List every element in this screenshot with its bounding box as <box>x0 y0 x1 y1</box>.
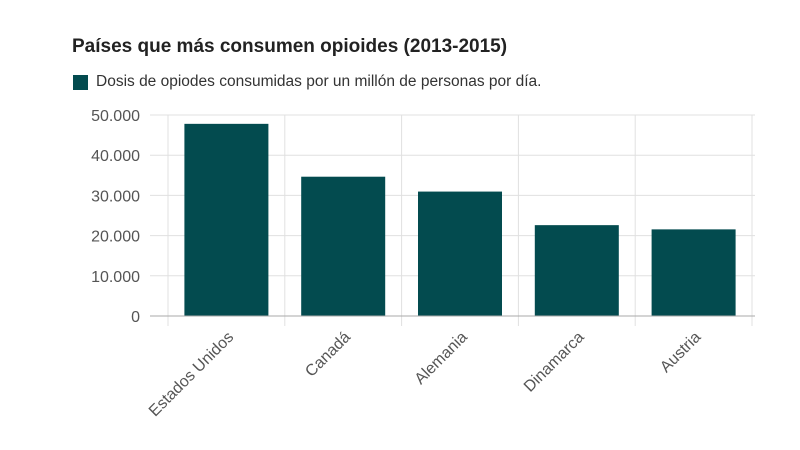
y-tick-label: 30.000 <box>91 188 140 205</box>
y-tick-label: 40.000 <box>91 148 140 165</box>
bar-3 <box>534 225 619 316</box>
x-tick-label: Canadá <box>302 329 354 381</box>
legend: Dosis de opiodes consumidas por un milló… <box>73 73 541 91</box>
x-tick-label: Dinamarca <box>521 329 588 396</box>
y-tick-label: 50.000 <box>91 108 140 125</box>
bar-0 <box>184 123 269 317</box>
y-tick-label: 20.000 <box>91 229 140 246</box>
legend-label: Dosis de opiodes consumidas por un milló… <box>96 73 542 90</box>
x-tick-label: Estados Unidos <box>146 329 237 420</box>
x-tick-label: Austria <box>657 329 704 376</box>
y-tick-label: 10.000 <box>91 269 140 286</box>
y-tick-label: 0 <box>131 309 140 326</box>
bar-2 <box>418 191 502 316</box>
bar-4 <box>651 229 736 316</box>
x-tick-label: Alemania <box>412 329 471 388</box>
legend-swatch <box>73 74 88 90</box>
chart-title: Países que más consumen opioides (2013-2… <box>72 36 508 57</box>
bar-1 <box>301 176 386 316</box>
